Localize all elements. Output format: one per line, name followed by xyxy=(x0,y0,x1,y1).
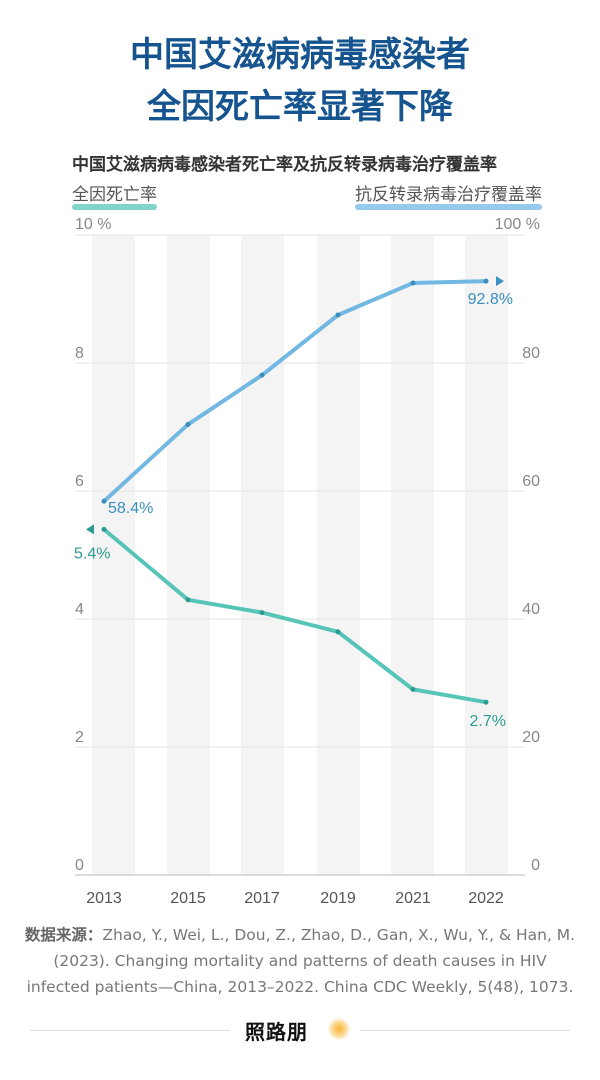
legend-coverage-label: 抗反转录病毒治疗覆盖率 xyxy=(355,185,542,205)
data-point xyxy=(410,280,416,286)
right-tick-label: 20 xyxy=(522,729,540,746)
start-value-label: 58.4% xyxy=(108,500,153,517)
chart-title: 中国艾滋病病毒感染者死亡率及抗反转录病毒治疗覆盖率 xyxy=(72,155,497,175)
right-axis-unit: 100 % xyxy=(495,216,540,233)
footer-divider-left xyxy=(30,1030,230,1031)
data-point xyxy=(101,498,107,504)
page-title-line-1: 中国艾滋病病毒感染者 xyxy=(130,35,470,75)
x-tick-label: 2019 xyxy=(320,890,356,907)
left-tick-label: 0 xyxy=(75,857,84,874)
left-tick-label: 2 xyxy=(75,729,84,746)
data-point xyxy=(335,629,341,635)
footer-divider-right xyxy=(360,1030,570,1031)
legend-mortality: 全因死亡率 xyxy=(72,180,157,210)
data-point xyxy=(185,421,191,427)
data-point xyxy=(483,278,489,284)
end-value-label: 92.8% xyxy=(468,291,513,308)
grid-band xyxy=(317,235,360,875)
data-point xyxy=(259,372,265,378)
data-point xyxy=(335,312,341,318)
data-point xyxy=(483,699,489,705)
legend-mortality-label: 全因死亡率 xyxy=(72,185,157,205)
data-point xyxy=(101,526,107,532)
source-text: Zhao, Y., Wei, L., Dou, Z., Zhao, D., Ga… xyxy=(26,926,576,996)
left-tick-label: 8 xyxy=(75,345,84,362)
right-tick-label: 80 xyxy=(522,345,540,362)
start-value-label: 5.4% xyxy=(74,545,110,562)
left-tick-label: 4 xyxy=(75,601,84,618)
page-title-line-2: 全因死亡率显著下降 xyxy=(147,87,453,127)
series-line xyxy=(102,279,488,504)
start-arrow-icon xyxy=(86,524,94,535)
source-label: 数据来源： xyxy=(24,926,103,944)
brand-logo: 照路朋 xyxy=(245,1020,308,1044)
grid-band xyxy=(167,235,210,875)
x-tick-label: 2013 xyxy=(86,890,122,907)
legend-coverage: 抗反转录病毒治疗覆盖率 xyxy=(355,180,542,210)
right-tick-label: 40 xyxy=(522,601,540,618)
x-tick-label: 2021 xyxy=(395,890,431,907)
grid-band xyxy=(241,235,284,875)
legend-coverage-swatch xyxy=(355,204,542,210)
data-point xyxy=(410,686,416,692)
right-tick-label: 0 xyxy=(531,857,540,874)
data-point xyxy=(259,610,265,616)
grid-band xyxy=(465,235,508,875)
grid-band xyxy=(391,235,434,875)
end-arrow-icon xyxy=(496,276,504,287)
data-point xyxy=(185,597,191,603)
grid-band xyxy=(92,235,135,875)
source-citation: 数据来源：Zhao, Y., Wei, L., Dou, Z., Zhao, D… xyxy=(20,922,580,1000)
logo-glow xyxy=(328,1018,350,1040)
series-line xyxy=(102,527,488,705)
x-tick-label: 2022 xyxy=(468,890,504,907)
left-axis-unit: 10 % xyxy=(75,216,111,233)
legend-mortality-swatch xyxy=(72,204,157,210)
x-tick-label: 2015 xyxy=(170,890,206,907)
left-tick-label: 6 xyxy=(75,473,84,490)
end-value-label: 2.7% xyxy=(470,713,506,730)
x-tick-label: 2017 xyxy=(244,890,280,907)
right-tick-label: 60 xyxy=(522,473,540,490)
